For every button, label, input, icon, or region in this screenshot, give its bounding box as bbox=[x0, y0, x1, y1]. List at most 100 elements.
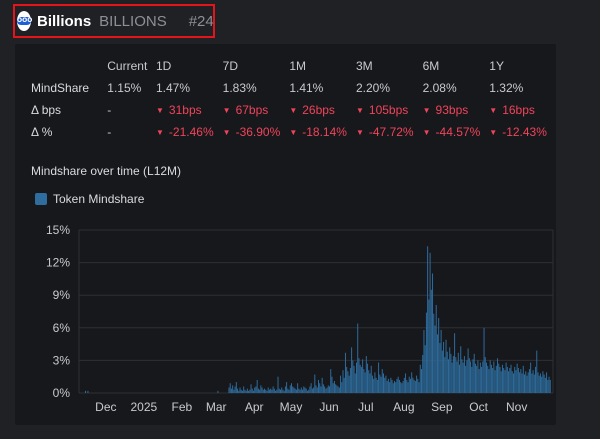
chart-bar bbox=[217, 390, 219, 393]
chart-bar bbox=[333, 381, 335, 393]
column-header: 3M bbox=[355, 59, 373, 73]
chart-bar bbox=[512, 373, 514, 393]
chart-legend[interactable]: Token Mindshare bbox=[35, 192, 144, 206]
y-tick-label: 12% bbox=[46, 256, 70, 270]
chart-bar bbox=[85, 390, 86, 393]
chart-bar bbox=[544, 377, 546, 393]
chart-bar bbox=[539, 373, 541, 393]
chart-bar bbox=[363, 369, 365, 393]
chart-bar bbox=[433, 313, 435, 393]
chart-bar bbox=[381, 369, 383, 393]
chart-bar bbox=[358, 358, 360, 393]
chart-bar bbox=[438, 318, 440, 393]
chart-bar bbox=[374, 372, 376, 393]
chart-bar bbox=[384, 377, 386, 393]
chart-bar bbox=[527, 372, 529, 393]
x-tick-label: Jul bbox=[358, 400, 373, 414]
chart-bar bbox=[451, 362, 453, 393]
chart-bar bbox=[436, 334, 438, 393]
chart-bar bbox=[240, 389, 242, 393]
chart-bar bbox=[256, 379, 258, 393]
chart-bar bbox=[474, 363, 476, 393]
chart-bar bbox=[254, 387, 256, 393]
chart-bar bbox=[465, 365, 467, 393]
chart-bar bbox=[424, 345, 426, 393]
delta-bps-cell: ▼ 31bps bbox=[156, 99, 223, 121]
chart-bar bbox=[356, 362, 357, 393]
chart-bar bbox=[395, 382, 397, 393]
chart-bar bbox=[331, 376, 333, 393]
token-ticker: BILLIONS bbox=[99, 12, 167, 30]
delta-bps-value: 93bps bbox=[435, 103, 469, 117]
chart-bar bbox=[357, 323, 359, 393]
chart-bar bbox=[305, 388, 307, 393]
delta-pct-value: -44.57% bbox=[435, 125, 481, 139]
chart-bar bbox=[514, 366, 516, 393]
x-axis-ticks: Dec 2025 Feb Mar Apr May Jun Jul Aug Sep Oct Nov bbox=[95, 400, 527, 414]
chart-bar bbox=[408, 376, 410, 393]
mindshare-metrics-table: Current 1D 7D 1M 3M 6M 1Y MindShare 1.15… bbox=[31, 55, 556, 143]
caret-down-icon: ▼ bbox=[289, 106, 298, 115]
chart-bar bbox=[477, 360, 479, 393]
chart-bar bbox=[281, 387, 283, 393]
x-tick-label: Mar bbox=[206, 400, 227, 414]
row-label: MindShare bbox=[31, 81, 90, 95]
chart-bar bbox=[472, 359, 474, 393]
delta-bps-cell: ▼ 67bps bbox=[223, 99, 290, 121]
chart-bar bbox=[330, 369, 332, 393]
chart-bar bbox=[405, 373, 407, 393]
chart-bar bbox=[351, 347, 353, 393]
chart-bar bbox=[241, 390, 243, 393]
chart-bar bbox=[341, 382, 343, 393]
chart-bar bbox=[313, 387, 315, 393]
chart-bar bbox=[548, 376, 550, 393]
x-tick-label: Jun bbox=[319, 400, 338, 414]
chart-bar bbox=[329, 386, 331, 393]
chart-bar bbox=[283, 390, 285, 393]
column-header: 1M bbox=[289, 59, 306, 73]
caret-down-icon: ▼ bbox=[355, 128, 364, 137]
delta-bps-cell: ▼ 26bps bbox=[289, 99, 356, 121]
chart-bar bbox=[454, 333, 456, 393]
chart-bar bbox=[261, 387, 263, 393]
chart-bar bbox=[382, 373, 384, 393]
chart-bar bbox=[353, 365, 355, 393]
chart-bar bbox=[320, 386, 322, 393]
chart-bar bbox=[538, 375, 540, 393]
chart-bar bbox=[318, 379, 319, 393]
mindshare-value: 2.08% bbox=[422, 81, 457, 95]
chart-bar bbox=[228, 387, 230, 393]
chart-bar bbox=[386, 381, 388, 393]
chart-bar bbox=[450, 353, 452, 393]
chart-bar bbox=[400, 382, 402, 393]
chart-bar bbox=[441, 350, 443, 393]
delta-pct-cell: ▼ -18.14% bbox=[289, 121, 356, 143]
chart-bar bbox=[504, 370, 506, 393]
token-header[interactable]: OOO Billions BILLIONS #24 bbox=[13, 4, 215, 38]
x-tick-label: Sep bbox=[431, 400, 453, 414]
chart-bar bbox=[237, 388, 239, 393]
chart-bar bbox=[235, 382, 237, 393]
y-tick-label: 6% bbox=[53, 321, 71, 335]
chart-bar bbox=[446, 351, 448, 393]
chart-bar bbox=[291, 383, 293, 393]
x-tick-label: Oct bbox=[469, 400, 488, 414]
chart-bar bbox=[302, 389, 304, 393]
chart-bar bbox=[239, 387, 241, 393]
chart-bar bbox=[233, 389, 235, 393]
chart-bar bbox=[87, 390, 89, 393]
delta-bps-value: - bbox=[107, 103, 112, 117]
chart-bar bbox=[273, 388, 275, 393]
caret-down-icon: ▼ bbox=[489, 128, 498, 137]
mindshare-panel: Current 1D 7D 1M 3M 6M 1Y MindShare 1.15… bbox=[15, 44, 556, 425]
chart-bar bbox=[321, 377, 323, 393]
chart-bar bbox=[385, 375, 387, 393]
chart-bar bbox=[259, 389, 261, 393]
chart-bar bbox=[506, 366, 508, 393]
chart-bar bbox=[508, 371, 510, 393]
chart-bar bbox=[423, 329, 425, 393]
delta-pct-value: -12.43% bbox=[502, 125, 547, 139]
chart-bar bbox=[246, 388, 248, 393]
delta-pct-row: Δ % - ▼ -21.46% ▼ -36.90% ▼ -18.14% ▼ -47.72… bbox=[31, 121, 556, 143]
delta-pct-value: -18.14% bbox=[302, 125, 347, 139]
